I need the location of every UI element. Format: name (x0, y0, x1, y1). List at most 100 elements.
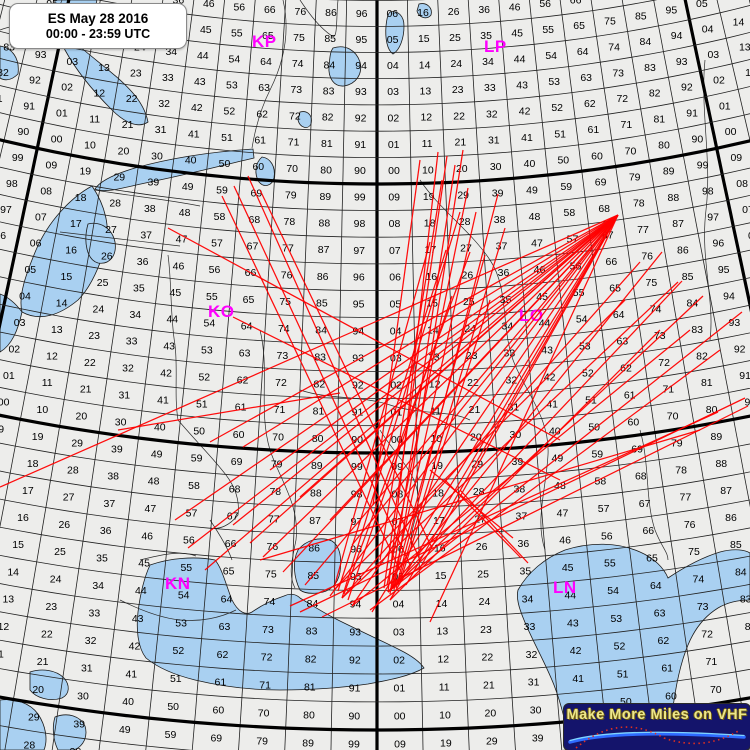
cell-label: 38 (70, 746, 82, 750)
cell-label: 31 (155, 124, 167, 136)
cell-label: 82 (322, 112, 334, 124)
cell-label: 02 (390, 379, 402, 391)
cell-label: 52 (614, 641, 626, 653)
cell-label: 71 (706, 656, 718, 668)
cell-label: 61 (624, 389, 636, 401)
cell-label: 38 (514, 483, 526, 495)
cell-label: 74 (278, 323, 290, 335)
cell-label: 22 (126, 93, 138, 105)
cell-label: 61 (254, 135, 266, 147)
cell-label: 10 (439, 709, 451, 721)
cell-label: 94 (671, 30, 683, 42)
cell-label: 22 (453, 110, 465, 122)
cell-label: 06 (386, 8, 398, 20)
cell-label: 03 (390, 352, 402, 364)
cell-label: 96 (353, 272, 365, 284)
qso-path (341, 281, 679, 599)
cell-label: 92 (29, 75, 41, 87)
grid-line (98, 0, 195, 750)
qso-path (269, 214, 619, 471)
cell-label: 82 (305, 654, 317, 666)
cell-label: 40 (154, 421, 166, 433)
grid-line (0, 194, 750, 238)
cell-label: 84 (307, 598, 319, 610)
cell-label: 05 (24, 264, 36, 276)
cell-label: 04 (390, 325, 402, 337)
cell-label: 09 (730, 152, 742, 164)
qso-path (387, 311, 743, 593)
cell-label: 37 (140, 229, 152, 241)
cell-label: 97 (707, 212, 719, 224)
cell-label: 85 (682, 271, 694, 283)
cell-label: 81 (321, 138, 333, 150)
cell-label: 43 (516, 79, 528, 91)
cell-label: 09 (391, 461, 403, 473)
cell-label: 54 (229, 53, 241, 65)
cell-label: 57 (186, 507, 198, 519)
cell-label: 81 (304, 681, 316, 693)
cell-label: 64 (613, 309, 625, 321)
cell-label: 33 (89, 607, 101, 619)
grid-line (0, 470, 750, 509)
cell-label: 21 (37, 656, 49, 668)
cell-label: 28 (459, 216, 471, 228)
grid-line (0, 611, 750, 647)
cell-label: 34 (522, 593, 534, 605)
cell-label: 84 (640, 36, 652, 48)
cell-label: 28 (473, 486, 485, 498)
cell-label: 43 (541, 344, 553, 356)
cell-label: 11 (0, 649, 4, 661)
cell-label: 61 (235, 402, 247, 414)
map-time-range: 00:00 - 23:59 UTC (45, 27, 151, 41)
cell-label: 24 (450, 58, 462, 70)
cell-label: 15 (12, 539, 24, 551)
cell-label: 29 (71, 438, 83, 450)
cell-label: 46 (534, 264, 546, 276)
qso-path (0, 214, 619, 488)
cell-label: 22 (482, 652, 494, 664)
cell-label: 50 (193, 426, 205, 438)
cell-label: 51 (585, 394, 597, 406)
cell-label: 83 (314, 352, 326, 364)
cell-label: 74 (264, 596, 276, 608)
cell-label: 91 (686, 107, 698, 119)
cell-label: 50 (219, 158, 231, 170)
cell-label: 00 (0, 397, 10, 409)
cell-label: 85 (16, 0, 28, 3)
cell-label: 27 (460, 243, 472, 255)
cell-label: 28 (24, 739, 36, 750)
cell-label: 64 (260, 56, 272, 68)
cell-label: 12 (0, 621, 9, 633)
qso-path (341, 261, 641, 599)
grid-line (529, 0, 609, 750)
field-label-lp: LP (484, 37, 507, 56)
cell-label: 38 (144, 203, 156, 215)
qso-path (204, 214, 619, 571)
cell-label: 94 (350, 599, 362, 611)
cell-label: 47 (176, 234, 188, 246)
water-body (0, 45, 19, 81)
cell-label: 76 (295, 6, 307, 18)
cell-label: 56 (233, 1, 245, 13)
cell-label: 63 (239, 348, 251, 360)
qso-path (262, 214, 619, 558)
grid-line (96, 0, 658, 27)
cell-label: 31 (488, 135, 500, 147)
cell-label: 64 (221, 593, 233, 605)
qso-path (232, 316, 561, 481)
cell-label: 01 (388, 139, 400, 151)
cell-label: 09 (394, 738, 406, 750)
cell-label: 78 (284, 216, 296, 228)
grid-line (51, 0, 164, 750)
cell-label: 64 (577, 46, 589, 58)
cell-label: 26 (448, 6, 460, 18)
cell-label: 97 (0, 204, 12, 216)
cell-label: 56 (539, 0, 551, 10)
cell-label: 53 (226, 79, 238, 91)
cell-label: 12 (745, 67, 750, 79)
cell-label: 70 (625, 145, 637, 157)
qso-path (341, 211, 461, 599)
cell-label: 90 (348, 710, 360, 722)
cell-label: 04 (702, 24, 714, 36)
